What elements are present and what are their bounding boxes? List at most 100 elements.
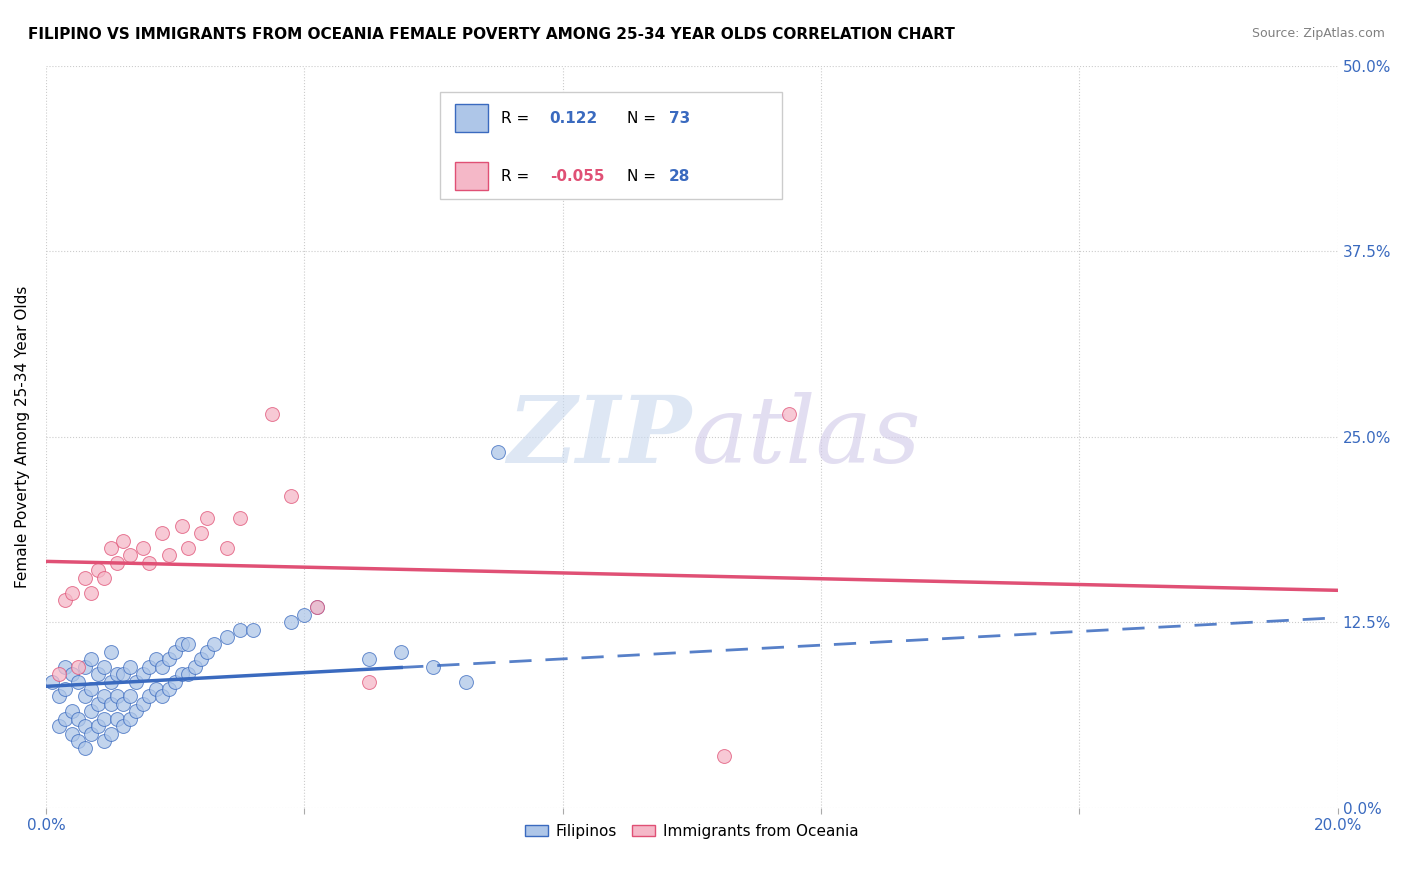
- Point: [93, 712, 115, 726]
- Point: [307, 600, 329, 615]
- Point: [132, 667, 155, 681]
- Point: [157, 549, 180, 563]
- Point: [165, 645, 187, 659]
- Point: [150, 526, 173, 541]
- Point: [60, 726, 83, 740]
- FancyBboxPatch shape: [440, 92, 782, 199]
- Point: [125, 704, 148, 718]
- Point: [177, 638, 200, 652]
- Point: [190, 652, 212, 666]
- Point: [357, 674, 380, 689]
- Point: [105, 712, 128, 726]
- Point: [183, 659, 205, 673]
- Point: [228, 623, 250, 637]
- Point: [138, 556, 160, 570]
- Point: [48, 690, 70, 704]
- Point: [53, 659, 76, 673]
- Text: atlas: atlas: [692, 392, 921, 482]
- Point: [112, 667, 135, 681]
- Point: [125, 674, 148, 689]
- Point: [73, 719, 96, 733]
- Point: [100, 541, 122, 555]
- Legend: Filipinos, Immigrants from Oceania: Filipinos, Immigrants from Oceania: [519, 817, 865, 845]
- Point: [170, 667, 193, 681]
- Point: [118, 549, 141, 563]
- Point: [118, 690, 141, 704]
- Point: [197, 645, 219, 659]
- Point: [260, 408, 283, 422]
- Text: ZIP: ZIP: [508, 392, 692, 482]
- Point: [280, 489, 302, 503]
- Point: [422, 659, 444, 673]
- Point: [713, 748, 735, 763]
- Point: [41, 674, 63, 689]
- Y-axis label: Female Poverty Among 25-34 Year Olds: Female Poverty Among 25-34 Year Olds: [15, 285, 30, 588]
- Point: [73, 690, 96, 704]
- Point: [177, 667, 200, 681]
- Bar: [456, 104, 488, 132]
- Point: [60, 704, 83, 718]
- Point: [112, 719, 135, 733]
- Point: [165, 674, 187, 689]
- Text: Source: ZipAtlas.com: Source: ZipAtlas.com: [1251, 27, 1385, 40]
- Point: [307, 600, 329, 615]
- Point: [357, 652, 380, 666]
- Point: [197, 511, 219, 525]
- Point: [105, 667, 128, 681]
- Point: [100, 697, 122, 711]
- Point: [105, 556, 128, 570]
- Point: [67, 712, 90, 726]
- Point: [60, 585, 83, 599]
- Point: [53, 681, 76, 696]
- Point: [80, 726, 103, 740]
- Point: [73, 571, 96, 585]
- Point: [60, 667, 83, 681]
- Point: [53, 712, 76, 726]
- Point: [93, 690, 115, 704]
- Point: [177, 541, 200, 555]
- Point: [150, 690, 173, 704]
- Point: [100, 645, 122, 659]
- Point: [215, 630, 238, 644]
- Point: [145, 652, 167, 666]
- Point: [118, 712, 141, 726]
- Point: [280, 615, 302, 630]
- Point: [80, 681, 103, 696]
- Text: N =: N =: [627, 169, 661, 184]
- Point: [73, 659, 96, 673]
- Point: [67, 674, 90, 689]
- Point: [73, 741, 96, 756]
- Point: [170, 518, 193, 533]
- Point: [86, 563, 108, 577]
- Point: [86, 719, 108, 733]
- Point: [132, 541, 155, 555]
- Point: [454, 674, 477, 689]
- Text: -0.055: -0.055: [550, 169, 605, 184]
- Text: R =: R =: [501, 111, 534, 126]
- Point: [118, 659, 141, 673]
- Point: [242, 623, 264, 637]
- Point: [100, 726, 122, 740]
- Point: [105, 690, 128, 704]
- Point: [157, 652, 180, 666]
- Point: [112, 533, 135, 548]
- Point: [48, 719, 70, 733]
- Point: [80, 652, 103, 666]
- Point: [132, 697, 155, 711]
- Text: 73: 73: [669, 111, 690, 126]
- Point: [389, 645, 412, 659]
- Point: [138, 659, 160, 673]
- Text: R =: R =: [501, 169, 534, 184]
- Text: FILIPINO VS IMMIGRANTS FROM OCEANIA FEMALE POVERTY AMONG 25-34 YEAR OLDS CORRELA: FILIPINO VS IMMIGRANTS FROM OCEANIA FEMA…: [28, 27, 955, 42]
- Point: [80, 585, 103, 599]
- Bar: [456, 162, 488, 190]
- Point: [190, 526, 212, 541]
- Point: [202, 638, 225, 652]
- Point: [53, 593, 76, 607]
- Point: [48, 667, 70, 681]
- Text: 28: 28: [669, 169, 690, 184]
- Point: [170, 638, 193, 652]
- Point: [228, 511, 250, 525]
- Point: [138, 690, 160, 704]
- Point: [100, 674, 122, 689]
